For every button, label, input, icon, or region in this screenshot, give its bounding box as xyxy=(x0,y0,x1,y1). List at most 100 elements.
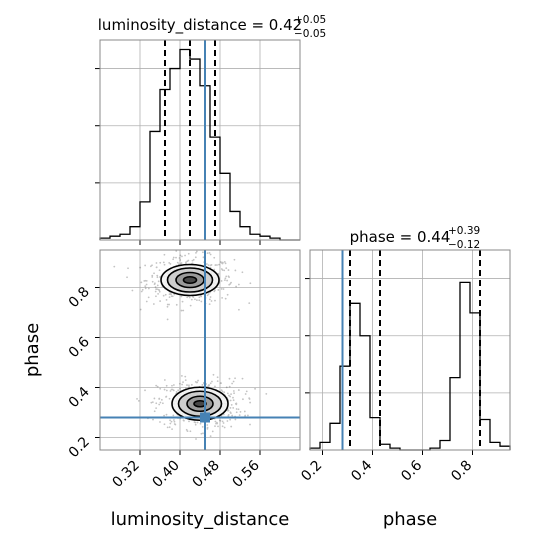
scatter-point xyxy=(229,282,232,285)
scatter-point xyxy=(172,384,175,386)
scatter-point xyxy=(175,250,178,252)
phase-hist-xtick-label-3: 0.8 xyxy=(448,458,475,485)
scatter-point xyxy=(209,253,212,256)
scatter-point xyxy=(225,386,228,389)
scatter-point xyxy=(214,385,216,388)
scatter-point xyxy=(144,287,147,290)
scatter-point xyxy=(232,380,235,383)
scatter-point xyxy=(239,410,242,413)
scatter-point xyxy=(156,284,159,287)
scatter-point xyxy=(221,425,224,428)
scatter-point xyxy=(202,256,205,259)
scatter-point xyxy=(151,401,154,403)
scatter-point xyxy=(230,281,232,284)
scatter-point xyxy=(165,396,167,398)
scatter-point xyxy=(172,414,175,417)
scatter-point xyxy=(235,411,238,414)
scatter-point xyxy=(235,402,238,405)
density-mode-0-contour-3 xyxy=(160,263,220,297)
scatter-point xyxy=(166,426,169,429)
scatter-point xyxy=(155,288,157,291)
scatter-point xyxy=(158,290,161,293)
scatter-point xyxy=(151,264,153,267)
phase-hist-xtick-label-1: 0.4 xyxy=(348,457,375,484)
scatter-point xyxy=(211,380,213,383)
scatter-point xyxy=(155,384,158,387)
density-truth-marker xyxy=(200,412,210,423)
scatter-point xyxy=(186,260,189,263)
scatter-point xyxy=(208,384,210,386)
scatter-point xyxy=(166,303,169,306)
scatter-point xyxy=(181,300,184,303)
scatter-point xyxy=(191,259,194,262)
scatter-point xyxy=(199,422,202,425)
scatter-point xyxy=(223,426,226,429)
scatter-point xyxy=(221,261,224,264)
scatter-point xyxy=(155,295,157,298)
scatter-point xyxy=(244,414,247,417)
scatter-point xyxy=(224,297,227,300)
scatter-point xyxy=(187,252,190,255)
scatter-point xyxy=(170,293,173,296)
scatter-point xyxy=(214,264,217,266)
scatter-point xyxy=(223,391,226,394)
scatter-point xyxy=(221,261,224,264)
scatter-point xyxy=(207,293,210,295)
scatter-point xyxy=(173,423,176,425)
scatter-point xyxy=(190,298,193,301)
scatter-point xyxy=(235,403,238,406)
scatter-point xyxy=(220,268,223,270)
title-phase-sup: +0.39 xyxy=(448,225,480,237)
scatter-point xyxy=(182,381,184,384)
scatter-point xyxy=(186,384,188,386)
scatter-point xyxy=(143,280,146,282)
scatter-point xyxy=(174,423,177,426)
scatter-point xyxy=(184,375,187,378)
scatter-point xyxy=(171,295,174,298)
scatter-point xyxy=(233,392,235,395)
y-axis-label-phase: phase xyxy=(22,323,43,377)
scatter-point xyxy=(165,389,168,392)
scatter-point xyxy=(155,407,158,410)
scatter-point xyxy=(186,430,189,433)
scatter-point xyxy=(210,263,213,266)
scatter-point xyxy=(195,250,198,253)
scatter-point xyxy=(209,296,212,298)
scatter-point xyxy=(145,279,148,282)
scatter-point xyxy=(184,379,187,382)
scatter-point xyxy=(151,274,154,277)
scatter-point xyxy=(178,382,181,385)
scatter-point xyxy=(234,418,237,421)
scatter-point xyxy=(169,263,172,265)
scatter-point xyxy=(179,387,181,390)
scatter-point xyxy=(179,254,182,257)
scatter-point xyxy=(187,259,190,262)
scatter-point xyxy=(231,414,234,417)
scatter-point xyxy=(147,296,150,299)
scatter-point xyxy=(155,402,158,405)
scatter-point xyxy=(219,419,222,422)
scatter-point xyxy=(229,418,232,421)
scatter-point xyxy=(153,272,155,275)
scatter-point xyxy=(226,392,229,395)
scatter-point xyxy=(222,422,225,424)
scatter-point xyxy=(222,288,225,290)
scatter-point xyxy=(155,266,158,269)
scatter-point xyxy=(150,401,153,404)
scatter-point xyxy=(156,385,159,388)
scatter-point xyxy=(265,393,268,395)
scatter-point xyxy=(220,261,223,264)
title-luminosity-distance-sup: +0.05 xyxy=(294,14,326,26)
scatter-point xyxy=(219,382,222,385)
scatter-point xyxy=(159,300,162,302)
scatter-point xyxy=(168,303,170,306)
density-frame xyxy=(99,249,301,451)
scatter-point xyxy=(192,258,195,261)
scatter-point xyxy=(183,419,185,422)
scatter-point xyxy=(227,409,230,412)
scatter-point xyxy=(166,318,169,321)
scatter-point xyxy=(229,411,232,414)
scatter-point xyxy=(221,390,224,393)
scatter-point xyxy=(216,264,218,266)
